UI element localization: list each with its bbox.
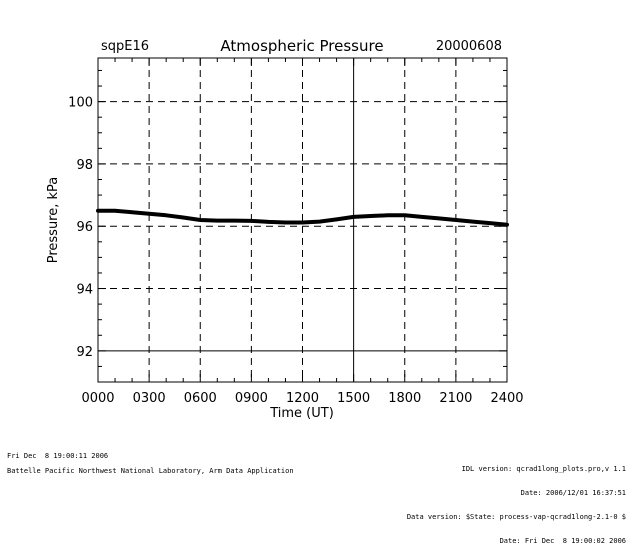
footer-credit: Battelle Pacific Northwest National Labo… bbox=[7, 467, 294, 475]
y-tick-label: 98 bbox=[76, 158, 93, 173]
y-tick-labels: 92 94 96 98 100 bbox=[68, 96, 93, 360]
pressure-series-line bbox=[96, 208, 509, 227]
x-axis-label: Time (UT) bbox=[269, 406, 334, 421]
x-tick-label: 0900 bbox=[235, 391, 268, 406]
chart-title: Atmospheric Pressure bbox=[220, 37, 383, 55]
x-tick-labels: 0000 0300 0600 0900 1200 1500 1800 2100 2400 bbox=[81, 391, 523, 406]
y-tick-label: 96 bbox=[76, 220, 93, 235]
footer-idl-date: Date: 2006/12/01 16:37:51 bbox=[520, 489, 626, 497]
x-tick-label: 2400 bbox=[490, 391, 523, 406]
date-label: 20000608 bbox=[436, 39, 502, 54]
x-tick-label: 0300 bbox=[133, 391, 166, 406]
grid-lines bbox=[98, 58, 507, 382]
y-tick-label: 94 bbox=[76, 283, 93, 298]
y-tick-label: 92 bbox=[76, 345, 93, 360]
plot-frame bbox=[97, 57, 508, 383]
x-tick-label: 1800 bbox=[388, 391, 421, 406]
y-axis-label: Pressure, kPa bbox=[46, 177, 61, 264]
footer-data-version: Data version: $State: process-vap-qcrad1… bbox=[406, 513, 626, 521]
footer-data-date: Date: Fri Dec 8 19:00:02 2006 bbox=[499, 537, 626, 545]
site-label: sqpE16 bbox=[101, 39, 149, 54]
x-tick-label: 1200 bbox=[286, 391, 319, 406]
x-tick-label: 0600 bbox=[184, 391, 217, 406]
x-tick-label: 1500 bbox=[337, 391, 370, 406]
footer-idl-version: IDL version: qcrad1long_plots.pro,v 1.1 bbox=[461, 465, 626, 473]
x-tick-label: 2100 bbox=[439, 391, 472, 406]
series-layer bbox=[96, 208, 509, 227]
pressure-chart: sqpE16 Atmospheric Pressure 20000608 000… bbox=[46, 37, 524, 421]
footer-version-info: IDL version: qcrad1long_plots.pro,v 1.1 … bbox=[407, 449, 626, 553]
y-tick-label: 100 bbox=[68, 96, 93, 111]
x-tick-label: 0000 bbox=[81, 391, 114, 406]
footer-timestamp: Fri Dec 8 19:00:11 2006 bbox=[7, 452, 109, 460]
